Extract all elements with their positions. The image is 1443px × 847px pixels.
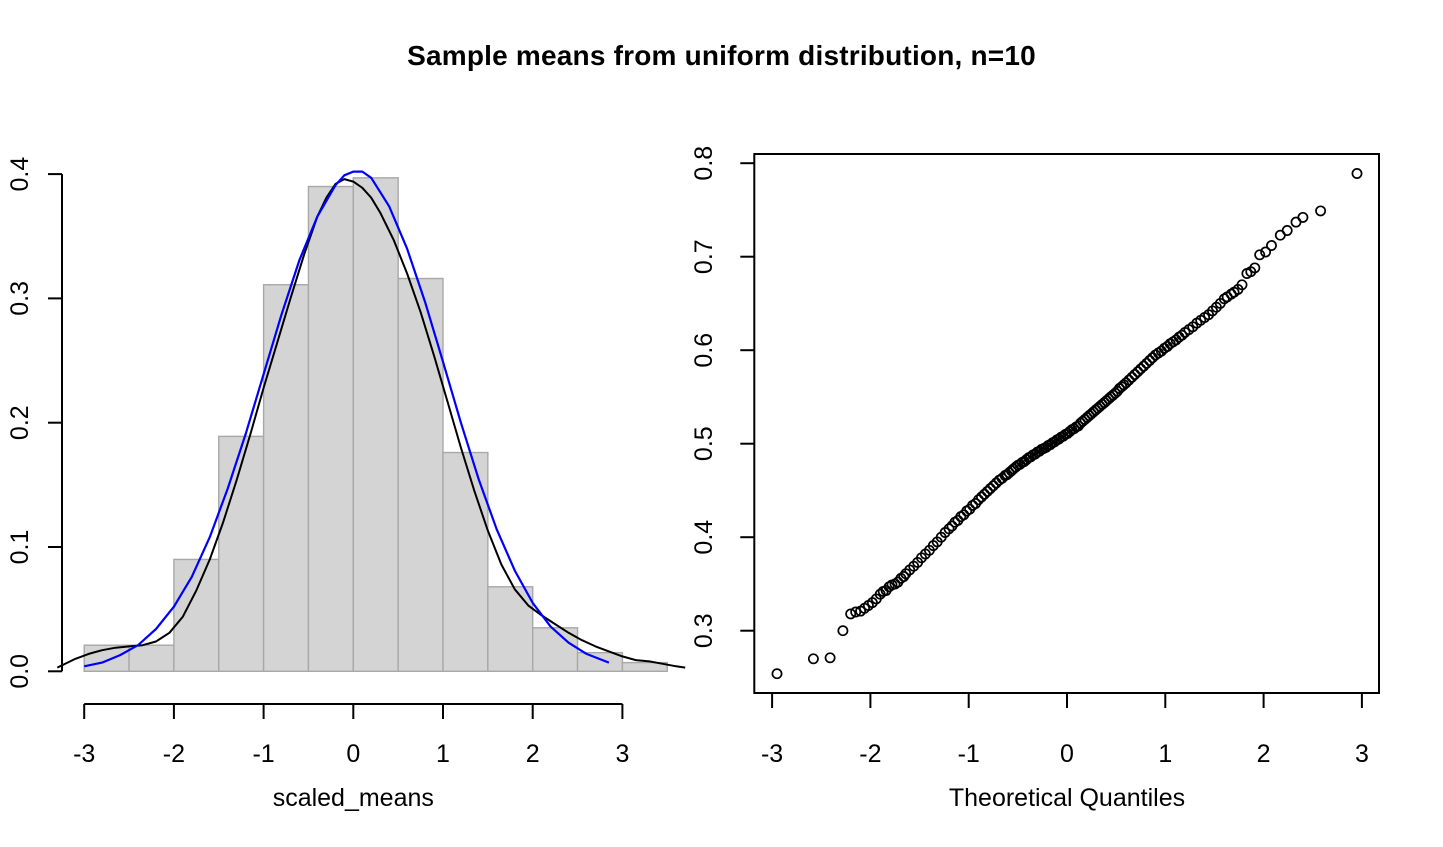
qq-point bbox=[1297, 211, 1309, 223]
x-tick-label: -1 bbox=[252, 740, 274, 768]
qq-point bbox=[978, 488, 990, 500]
qq-point bbox=[987, 480, 999, 492]
qq-point bbox=[1351, 168, 1363, 179]
qq-point bbox=[1315, 205, 1327, 217]
qq-point bbox=[1249, 262, 1261, 274]
x-tick-label: 1 bbox=[436, 740, 450, 768]
qq-point bbox=[883, 581, 895, 593]
qq-point bbox=[1266, 240, 1277, 251]
hist-bar bbox=[621, 661, 668, 672]
y-tick-label: 0.5 bbox=[690, 426, 718, 461]
x-tick-label: -2 bbox=[163, 740, 185, 768]
y-tick-label: 0.3 bbox=[690, 613, 718, 648]
hist-bar bbox=[442, 451, 489, 673]
y-tick-label: 0.0 bbox=[6, 654, 34, 689]
y-tick-label: 0.6 bbox=[690, 333, 718, 368]
x-tick-label: 1 bbox=[1158, 740, 1172, 768]
y-tick-label: 0.4 bbox=[6, 157, 34, 192]
qq-point bbox=[1141, 357, 1153, 369]
y-tick-label: 0.3 bbox=[6, 281, 34, 316]
qq-point bbox=[984, 483, 996, 495]
qq-point bbox=[1176, 329, 1188, 341]
left-histogram-panel: 0.0 0.1 0.2 0.3 0.4 -3 -2 -1 0 1 2 3 scaled_means bbox=[6, 157, 686, 812]
qq-point bbox=[771, 668, 783, 680]
kde-density-curve bbox=[56, 178, 686, 669]
x-tick-label: 3 bbox=[1355, 740, 1369, 768]
qq-y-axis bbox=[740, 162, 755, 632]
x-tick-label: 0 bbox=[346, 740, 360, 768]
qq-point bbox=[1129, 369, 1141, 380]
qq-point bbox=[1126, 371, 1138, 383]
hist-bar bbox=[397, 277, 444, 672]
y-tick-label: 0.8 bbox=[690, 146, 718, 181]
left-x-axis bbox=[83, 703, 624, 719]
qq-point bbox=[898, 571, 910, 582]
qq-point bbox=[976, 491, 987, 503]
x-tick-label: 2 bbox=[526, 740, 540, 768]
left-y-axis bbox=[48, 173, 63, 673]
y-tick-label: 0.4 bbox=[690, 520, 718, 555]
qq-point bbox=[807, 653, 819, 665]
qq-point bbox=[1123, 374, 1135, 386]
qq-point bbox=[943, 523, 955, 535]
y-tick-label: 0.1 bbox=[6, 530, 34, 565]
qq-x-axis bbox=[771, 693, 1363, 708]
left-xlabel: scaled_means bbox=[273, 784, 434, 812]
qq-point bbox=[1120, 377, 1132, 389]
qq-point bbox=[845, 608, 857, 620]
qq-point bbox=[981, 485, 993, 497]
figure-title: Sample means from uniform distribution, … bbox=[407, 40, 1036, 71]
right-qq-panel: 0.3 0.4 0.5 0.6 0.7 0.8 -3 -2 -1 0 1 2 3 Theoretical … bbox=[690, 146, 1380, 812]
qq-point bbox=[973, 494, 984, 506]
qq-point bbox=[1236, 279, 1248, 291]
hist-bar bbox=[262, 284, 310, 672]
qq-point bbox=[889, 578, 901, 590]
qq-point bbox=[1135, 363, 1147, 375]
qq-point bbox=[850, 606, 862, 618]
qq-point bbox=[1260, 246, 1272, 258]
qq-point bbox=[1132, 366, 1144, 378]
x-tick-label: -2 bbox=[859, 740, 881, 768]
hist-bar bbox=[487, 586, 534, 673]
hist-bar bbox=[307, 185, 355, 672]
qq-point bbox=[837, 625, 849, 637]
x-tick-label: -3 bbox=[761, 740, 783, 768]
hist-bar bbox=[532, 627, 579, 672]
y-tick-label: 0.7 bbox=[690, 239, 718, 274]
hist-bar bbox=[128, 644, 175, 673]
y-tick-label: 0.2 bbox=[6, 405, 34, 440]
qq-point bbox=[824, 652, 836, 664]
qq-point bbox=[1281, 225, 1293, 236]
histogram-bars bbox=[83, 177, 668, 673]
hist-bar bbox=[576, 651, 624, 673]
x-tick-label: 2 bbox=[1257, 740, 1271, 768]
x-tick-label: -3 bbox=[73, 740, 95, 768]
qq-point bbox=[1144, 355, 1156, 366]
x-tick-label: -1 bbox=[958, 740, 980, 768]
right-xlabel: Theoretical Quantiles bbox=[949, 784, 1185, 812]
x-tick-label: 3 bbox=[615, 740, 629, 768]
qq-point bbox=[1254, 249, 1266, 261]
hist-bar bbox=[173, 558, 220, 672]
x-tick-label: 0 bbox=[1060, 740, 1074, 768]
qq-points bbox=[771, 168, 1363, 680]
normal-density-curve bbox=[83, 170, 610, 668]
qq-point bbox=[1138, 360, 1150, 372]
hist-bar bbox=[352, 177, 399, 673]
hist-bar bbox=[218, 435, 265, 672]
